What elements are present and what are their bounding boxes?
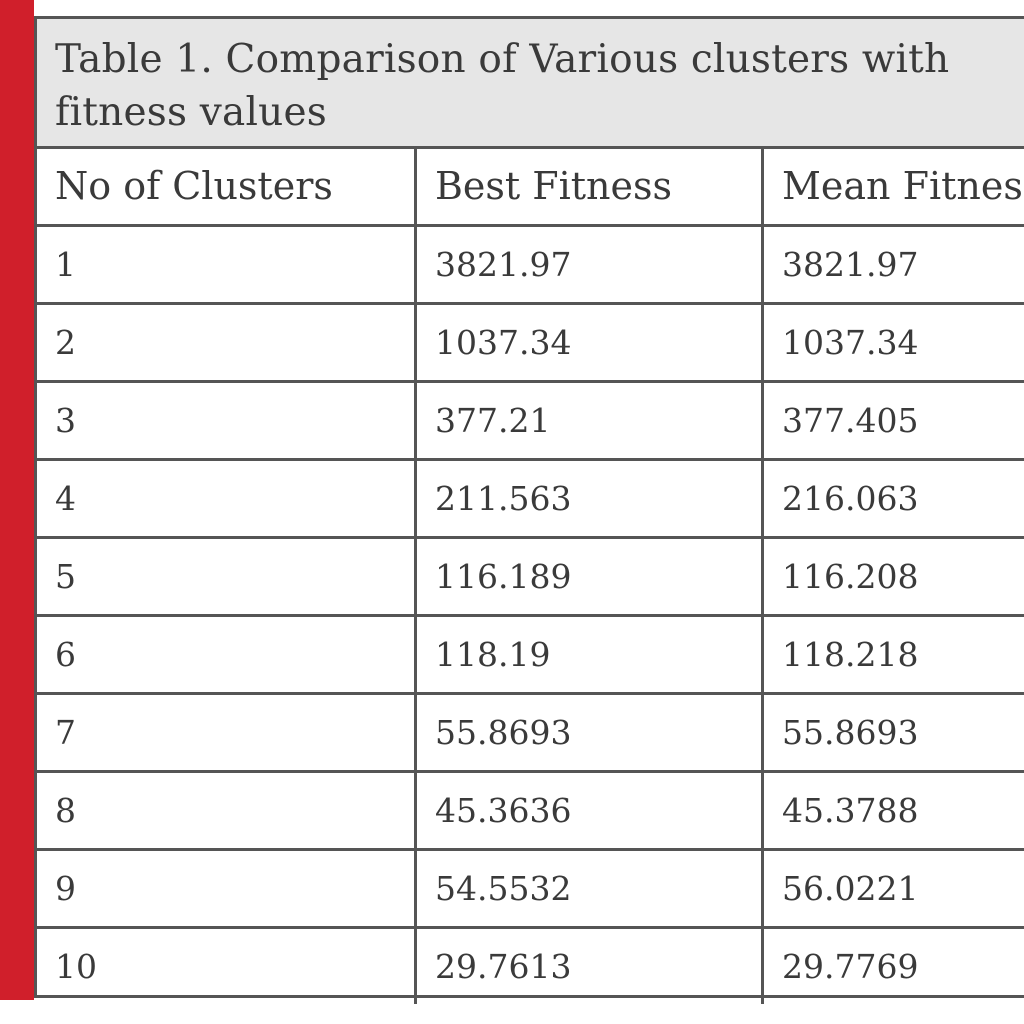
table-row: 9 54.5532 56.0221 (37, 851, 1024, 929)
cell-best-fitness: 45.3636 (414, 773, 761, 848)
table-caption: Table 1. Comparison of Various clusters … (37, 19, 1024, 149)
cell-best-fitness: 29.7613 (414, 929, 761, 1004)
cell-clusters: 5 (55, 557, 76, 596)
cell-clusters: 4 (55, 479, 76, 518)
cell-mean-fitness: 55.8693 (761, 695, 1024, 770)
cell-clusters: 1 (55, 245, 76, 284)
red-accent-bar (0, 0, 34, 1000)
cell-best-fitness: 54.5532 (414, 851, 761, 926)
table-row: 4 211.563 216.063 (37, 461, 1024, 539)
table-row: 10 29.7613 29.7769 (37, 929, 1024, 1004)
cell-best-fitness: 3821.97 (414, 227, 761, 302)
cell-mean-fitness: 216.063 (761, 461, 1024, 536)
cell-mean-fitness: 116.208 (761, 539, 1024, 614)
header-no-of-clusters: No of Clusters (55, 164, 333, 208)
cell-best-fitness: 377.21 (414, 383, 761, 458)
table-row: 7 55.8693 55.8693 (37, 695, 1024, 773)
cell-best-fitness: 55.8693 (414, 695, 761, 770)
caption-line-2: fitness values (55, 90, 327, 135)
caption-line-1: Table 1. Comparison of Various clusters … (55, 37, 950, 82)
cell-clusters: 3 (55, 401, 76, 440)
table-header-row: No of Clusters Best Fitness Mean Fitnes (37, 149, 1024, 227)
cell-best-fitness: 116.189 (414, 539, 761, 614)
cell-best-fitness: 211.563 (414, 461, 761, 536)
cell-best-fitness: 1037.34 (414, 305, 761, 380)
table-row: 6 118.19 118.218 (37, 617, 1024, 695)
cell-clusters: 6 (55, 635, 76, 674)
cell-mean-fitness: 377.405 (761, 383, 1024, 458)
cell-clusters: 2 (55, 323, 76, 362)
cell-mean-fitness: 45.3788 (761, 773, 1024, 848)
header-best-fitness: Best Fitness (414, 149, 761, 224)
table-row: 1 3821.97 3821.97 (37, 227, 1024, 305)
table-row: 2 1037.34 1037.34 (37, 305, 1024, 383)
cell-mean-fitness: 1037.34 (761, 305, 1024, 380)
cell-clusters: 9 (55, 869, 76, 908)
fitness-table: Table 1. Comparison of Various clusters … (34, 16, 1024, 1004)
cell-mean-fitness: 56.0221 (761, 851, 1024, 926)
cell-clusters: 10 (55, 947, 97, 986)
cell-mean-fitness: 29.7769 (761, 929, 1024, 1004)
header-mean-fitness: Mean Fitnes (761, 149, 1024, 224)
cell-clusters: 8 (55, 791, 76, 830)
table-row: 5 116.189 116.208 (37, 539, 1024, 617)
cell-mean-fitness: 118.218 (761, 617, 1024, 692)
table-row: 3 377.21 377.405 (37, 383, 1024, 461)
cell-best-fitness: 118.19 (414, 617, 761, 692)
cell-clusters: 7 (55, 713, 76, 752)
table-row: 8 45.3636 45.3788 (37, 773, 1024, 851)
cell-mean-fitness: 3821.97 (761, 227, 1024, 302)
